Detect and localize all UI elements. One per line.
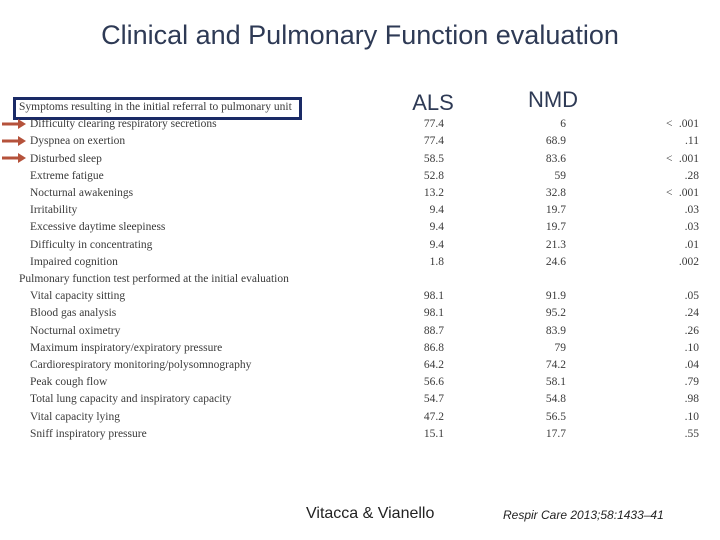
p-value: .11 <box>685 135 699 148</box>
highlight-box <box>13 97 302 120</box>
als-value: 56.6 <box>423 376 444 389</box>
als-value: 77.4 <box>423 118 444 131</box>
authors: Vitacca & Vianello <box>306 505 435 522</box>
nmd-value: 59 <box>554 169 567 182</box>
arrow <box>2 119 26 129</box>
column-header: ALS <box>412 90 454 115</box>
row-label: Maximum inspiratory/expiratory pressure <box>30 341 223 354</box>
p-value: .01 <box>684 238 699 251</box>
section-heading: Symptoms resulting in the initial referr… <box>19 101 292 113</box>
als-value: 9.4 <box>429 204 444 217</box>
row-label: Vital capacity sitting <box>30 290 126 303</box>
nmd-value: 83.9 <box>545 324 566 337</box>
row-label: Irritability <box>30 204 78 217</box>
arrow <box>2 136 26 146</box>
nmd-value: 6 <box>560 118 566 131</box>
nmd-value: 17.7 <box>545 427 566 440</box>
p-prefix: < <box>666 187 673 199</box>
p-value: .002 <box>678 255 699 268</box>
nmd-value: 19.7 <box>545 204 566 217</box>
als-value: 98.1 <box>423 307 444 320</box>
row-label: Vital capacity lying <box>30 410 121 423</box>
p-value: .04 <box>684 359 699 371</box>
section-heading: Pulmonary function test performed at the… <box>19 273 289 285</box>
nmd-value: 54.8 <box>545 393 566 406</box>
nmd-value: 32.8 <box>545 187 566 199</box>
row-label: Cardiorespiratory monitoring/polysomnogr… <box>30 359 252 371</box>
als-value: 58.5 <box>423 152 444 165</box>
row-label: Nocturnal oximetry <box>30 324 121 337</box>
als-value: 88.7 <box>423 324 444 337</box>
p-value: .001 <box>678 152 699 165</box>
nmd-value: 56.5 <box>545 410 566 423</box>
als-value: 47.2 <box>423 410 444 423</box>
p-value: .05 <box>684 290 699 303</box>
p-value: .98 <box>684 393 699 406</box>
row-label: Disturbed sleep <box>30 152 102 165</box>
nmd-value: 95.2 <box>545 307 566 320</box>
nmd-value: 68.9 <box>545 135 566 148</box>
slide-title: Clinical and Pulmonary Function evaluati… <box>101 20 619 50</box>
p-value: .10 <box>684 410 699 423</box>
als-value: 64.2 <box>423 359 444 371</box>
p-value: .28 <box>684 169 699 182</box>
p-value: .001 <box>678 187 699 199</box>
p-prefix: < <box>666 152 673 165</box>
als-value: 9.4 <box>429 221 444 234</box>
row-label: Total lung capacity and inspiratory capa… <box>30 393 232 406</box>
als-value: 86.8 <box>423 341 444 354</box>
row-label: Sniff inspiratory pressure <box>30 427 147 440</box>
p-value: .001 <box>678 118 699 131</box>
p-value: .24 <box>684 307 699 320</box>
row-label: Nocturnal awakenings <box>30 187 134 199</box>
als-value: 15.1 <box>423 427 444 440</box>
als-value: 54.7 <box>423 393 444 406</box>
nmd-value: 83.6 <box>545 152 566 165</box>
als-value: 77.4 <box>423 135 444 148</box>
row-label: Peak cough flow <box>30 376 108 389</box>
citation: Respir Care 2013;58:1433–41 <box>503 508 664 522</box>
als-value: 9.4 <box>429 238 444 251</box>
nmd-value: 74.2 <box>545 359 566 371</box>
row-label: Blood gas analysis <box>30 307 117 320</box>
nmd-value: 24.6 <box>545 255 566 268</box>
row-label: Dyspnea on exertion <box>30 135 126 148</box>
row-label: Difficulty in concentrating <box>30 238 153 251</box>
p-value: .03 <box>684 221 699 234</box>
als-value: 13.2 <box>423 187 444 199</box>
nmd-value: 58.1 <box>545 376 566 389</box>
p-value: .10 <box>684 341 699 354</box>
row-label: Impaired cognition <box>30 255 118 268</box>
als-value: 52.8 <box>423 169 444 182</box>
nmd-value: 79 <box>554 341 567 354</box>
p-prefix: < <box>666 118 673 131</box>
nmd-value: 19.7 <box>545 221 566 234</box>
nmd-value: 21.3 <box>545 238 566 251</box>
p-value: .55 <box>684 427 699 440</box>
column-header: NMD <box>527 87 579 112</box>
row-label: Extreme fatigue <box>30 169 104 182</box>
arrow <box>2 153 26 163</box>
p-value: .26 <box>684 324 699 337</box>
row-label: Difficulty clearing respiratory secretio… <box>30 118 217 131</box>
p-value: .03 <box>684 204 699 217</box>
row-label: Excessive daytime sleepiness <box>30 221 166 234</box>
als-value: 98.1 <box>423 290 444 303</box>
als-value: 1.8 <box>429 255 444 268</box>
nmd-value: 91.9 <box>545 290 566 303</box>
p-value: .79 <box>684 376 699 389</box>
